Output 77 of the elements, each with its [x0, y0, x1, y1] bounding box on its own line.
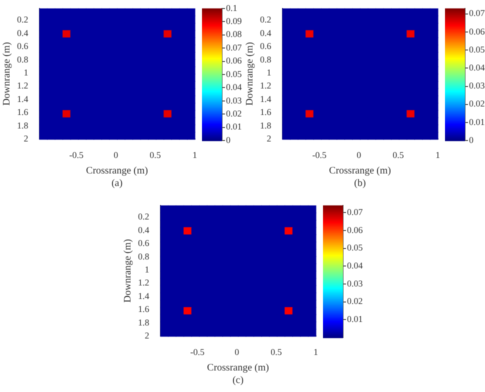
y-tick-label: 2	[24, 134, 28, 144]
y-tick-label: 1.2	[17, 80, 28, 91]
x-tick-label: 0.5	[270, 346, 282, 357]
color-bar-label: 0.06	[469, 26, 485, 36]
color-bar-label: 0.01	[469, 116, 485, 127]
color-bar-label: 0.05	[226, 68, 242, 79]
text: (a)	[110, 178, 124, 189]
y-tick-label: 1.6	[138, 304, 150, 314]
color-bar-label: 0.03	[226, 95, 242, 106]
y-tick-label: 0.8	[138, 251, 150, 262]
y-tick-label: 0.8	[17, 54, 29, 64]
text: (b)	[353, 178, 367, 189]
color-bar-label: 0.09	[226, 16, 242, 26]
y-tick-label: 1.4	[260, 94, 272, 104]
color-bar-label: 0.06	[226, 56, 242, 66]
y-tick-label: 1.8	[17, 120, 29, 130]
color-bar-label: 0.05	[469, 44, 485, 54]
color-bar-label: 0.07	[226, 42, 242, 52]
color-bar-label: 0.08	[226, 29, 242, 40]
color-bar-label: 0.02	[469, 98, 485, 109]
x-tick-label: 0	[356, 150, 362, 160]
y-tick-label: 1	[144, 264, 150, 274]
color-bar-label: 0.04	[469, 62, 485, 73]
y-tick-label: 1.2	[138, 278, 150, 288]
y-tick-label: 1.6	[260, 107, 272, 118]
y-tick-label: 1.8	[260, 120, 272, 130]
y-axis-title: Downrange (m)	[2, 42, 13, 106]
color-bar-label: 0.01	[347, 314, 363, 324]
x-tick-label: 0.5	[150, 150, 162, 160]
color-bar-label: 0.07	[347, 206, 364, 217]
x-axis-title: Crossrange (m)	[86, 166, 148, 177]
color-bar-label: 0.06	[347, 224, 364, 235]
y-tick-label: 0.2	[260, 14, 272, 25]
y-tick-label: 1	[266, 68, 272, 78]
x-tick-label: 1	[314, 346, 318, 357]
y-tick-label: 0.4	[138, 224, 150, 235]
x-axis-title: Crossrange (m)	[207, 362, 269, 374]
x-tick-label: 1	[436, 150, 440, 160]
color-bar-label: 0.04	[347, 260, 364, 270]
y-axis-title: Downrange (m)	[122, 239, 134, 303]
color-bar-label: 0.04	[226, 82, 242, 92]
x-tick-label: -0.5	[69, 150, 84, 160]
y-tick-label: 0.6	[17, 41, 29, 52]
x-axis-title: Crossrange (m)	[329, 166, 391, 177]
y-tick-label: 1.6	[17, 107, 29, 118]
color-bar-label: 0.03	[347, 278, 364, 288]
y-tick-label: 1.4	[17, 94, 29, 104]
color-bar-label: 0.01	[226, 122, 242, 132]
y-tick-label: 0.6	[260, 41, 272, 52]
x-tick-label: 0.5	[392, 150, 404, 160]
y-tick-label: 1	[24, 68, 28, 78]
y-tick-label: 1.2	[260, 80, 272, 91]
y-tick-label: 1.4	[138, 290, 150, 301]
color-bar-label: 0	[226, 134, 231, 145]
y-tick-label: 2	[266, 134, 272, 144]
y-tick-label: 0.2	[17, 14, 28, 25]
color-bar-label: 0.02	[347, 296, 363, 306]
y-tick-label: 0.6	[138, 238, 150, 248]
y-tick-label: 0.2	[138, 212, 150, 222]
y-axis-title: Downrange (m)	[244, 42, 256, 106]
text: (c)	[231, 375, 245, 386]
color-bar-label: 0.1	[226, 2, 238, 13]
y-tick-label: 0.8	[260, 54, 272, 64]
color-bar-label: 0	[469, 134, 474, 145]
x-tick-label: -0.5	[312, 150, 327, 160]
y-tick-label: 0.4	[17, 28, 29, 38]
color-bar-label: 0.02	[226, 108, 242, 119]
x-tick-label: 0	[234, 346, 240, 357]
x-tick-label: 1	[192, 150, 197, 160]
y-tick-label: 2	[144, 330, 150, 341]
color-bar-label: 0.07	[469, 8, 485, 18]
color-bar-label: 0.03	[469, 80, 485, 91]
x-tick-label: -0.5	[190, 346, 205, 357]
x-tick-label: 0	[114, 150, 119, 160]
y-tick-label: 0.4	[260, 28, 272, 38]
color-bar-label: 0.05	[347, 242, 364, 253]
y-tick-label: 1.8	[138, 317, 150, 328]
